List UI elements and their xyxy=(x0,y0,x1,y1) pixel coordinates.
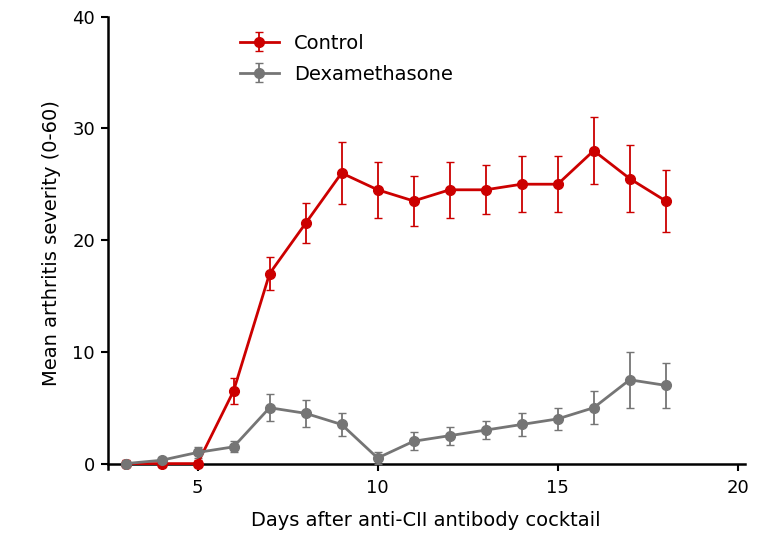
X-axis label: Days after anti-CII antibody cocktail: Days after anti-CII antibody cocktail xyxy=(251,511,601,530)
Y-axis label: Mean arthritis severity (0-60): Mean arthritis severity (0-60) xyxy=(42,100,61,386)
Legend: Control, Dexamethasone: Control, Dexamethasone xyxy=(232,26,461,92)
